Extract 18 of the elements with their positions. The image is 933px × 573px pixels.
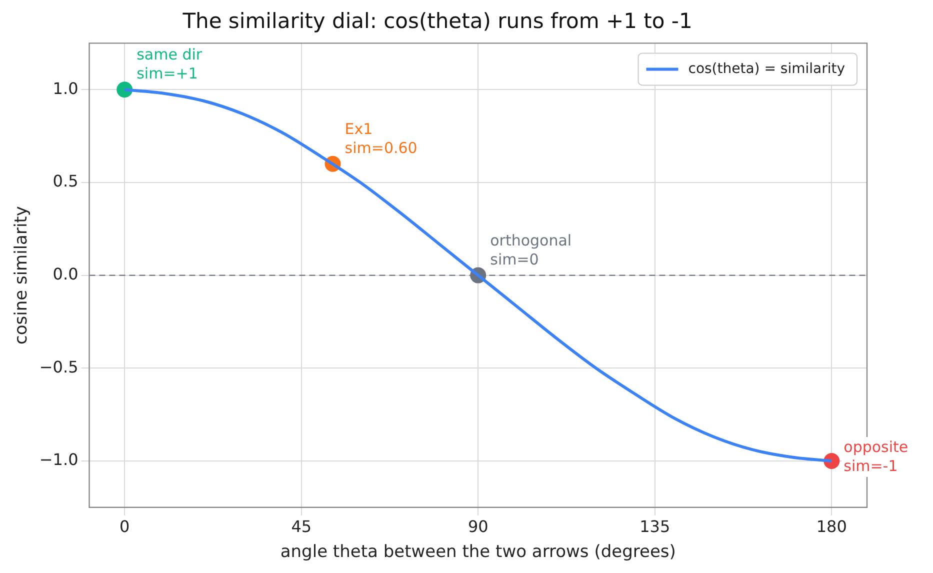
y-tick-label: 0.0 — [52, 264, 78, 284]
y-tick-label: 0.5 — [52, 172, 78, 191]
data-label: Ex1 sim=0.60 — [344, 120, 418, 157]
y-tick-label: −1.0 — [39, 450, 78, 470]
legend-label: cos(theta) = similarity — [688, 60, 846, 77]
x-tick-label: 90 — [468, 517, 488, 536]
data-label: orthogonal sim=0 — [490, 231, 572, 268]
x-tick-label: 0 — [120, 517, 130, 536]
data-label: same dir sim=+1 — [136, 46, 203, 83]
y-axis-title: cosine similarity — [12, 206, 32, 345]
chart-title: The similarity dial: cos(theta) runs from +1 to -1 — [182, 9, 692, 34]
x-axis-title: angle theta between the two arrows (degrees) — [280, 542, 676, 562]
y-tick-label: −0.5 — [39, 357, 78, 376]
x-tick-label: 180 — [816, 517, 847, 536]
y-tick-label: 1.0 — [52, 78, 78, 98]
x-tick-label: 135 — [640, 517, 670, 536]
x-tick-label: 45 — [291, 517, 312, 536]
data-label: opposite sim=-1 — [844, 438, 908, 475]
